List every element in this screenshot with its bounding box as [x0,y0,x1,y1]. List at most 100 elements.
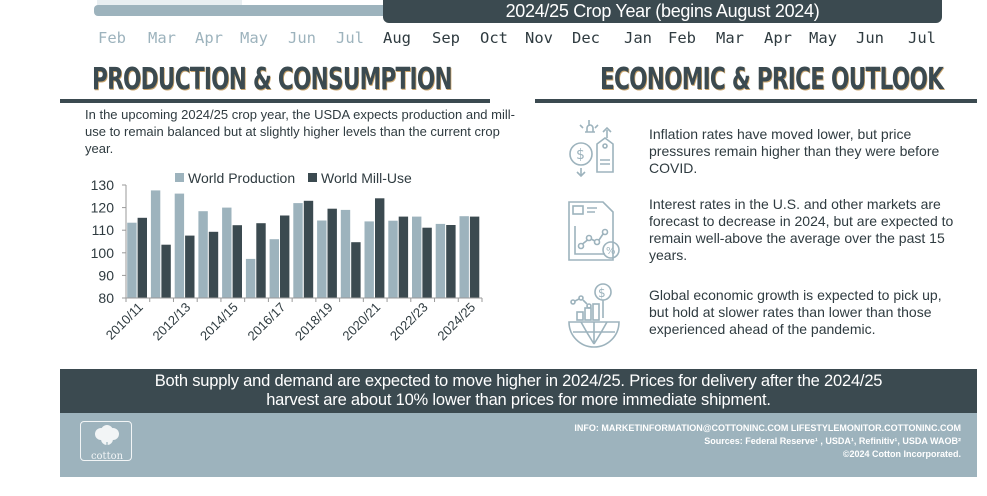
bar-world-production [198,211,208,298]
bar-world-mill-use [280,215,290,298]
logo-text: cotton [91,451,124,462]
y-tick-label: 90 [98,267,114,283]
timeline-month-current: Mar [716,29,744,47]
chart-bars [127,190,480,298]
bar-world-mill-use [161,244,171,298]
legend-swatch-milluse [308,173,317,182]
bar-world-mill-use [327,208,337,298]
summary-line-1: Both supply and demand are expected to m… [154,372,883,390]
legend-label-milluse: World Mill-Use [321,170,412,186]
current-crop-year-bar: 2024/25 Crop Year (begins August 2024) [383,0,942,23]
timeline-month-prev: Jul [336,29,364,47]
y-tick-label: 120 [91,200,115,216]
timeline-month-current: Feb [668,29,696,47]
outlook-text-inflation: Inflation rates have moved lower, but pr… [649,126,940,176]
legend-swatch-production [175,173,184,182]
timeline-month-current: Jun [856,29,884,47]
bar-world-production [293,203,303,298]
timeline-month-current: May [809,29,837,47]
bar-world-production [435,223,446,298]
bar-world-production [317,220,327,298]
production-heading: PRODUCTION & CONSUMPTION [92,62,453,97]
previous-crop-year-label-bg [97,0,242,5]
previous-crop-year-bar [94,5,394,16]
bar-world-mill-use [351,242,361,298]
x-tick-label: 2018/19 [292,300,336,344]
bar-world-mill-use [137,217,147,298]
timeline-month-prev: May [240,29,268,47]
timeline-month-current: Dec [572,29,600,47]
x-axis-ticks: 2010/11 2012/13 2014/15 2016/17 2018/19 2020/… [103,300,478,344]
bar-world-mill-use [185,235,195,298]
production-consumption-chart: World Production World Mill-Use 80 90 100 1… [91,170,483,344]
cotton-logo[interactable]: cotton [80,421,132,462]
bar-world-mill-use [398,216,409,298]
footer-sources: Sources: Federal Reserve¹ , USDA¹, Refin… [704,436,961,446]
timeline-month-prev: Jun [288,29,316,47]
y-tick-label: 110 [92,222,115,238]
chart-axes [122,184,483,302]
svg-text:$: $ [598,286,606,300]
production-heading-rule [60,99,490,103]
bar-world-production [364,221,374,298]
timeline-month-prev: Mar [148,29,176,47]
interest-rate-chart-icon: % [568,201,620,261]
bar-world-production [340,209,351,298]
price-tag-dollar-icon: $ [569,120,614,178]
timeline-month-current: Apr [764,29,792,47]
timeline-month-current: Sep [432,29,460,47]
summary-banner: Both supply and demand are expected to m… [60,369,977,413]
cotton-boll-icon: cotton [91,425,124,462]
x-tick-label: 2020/21 [339,300,383,344]
x-tick-label: 2016/17 [244,300,288,344]
timeline-month-prev: Apr [195,29,223,47]
bar-world-production [245,258,256,298]
bar-world-production [174,193,185,298]
svg-text:%: % [606,246,616,257]
x-tick-label: 2024/25 [434,300,478,344]
outlook-heading: ECONOMIC & PRICE OUTLOOK [600,62,944,97]
x-tick-label: 2014/15 [197,300,241,344]
bar-world-mill-use [232,225,242,298]
bar-world-production [269,239,279,298]
bar-world-mill-use [303,200,314,298]
footer-info[interactable]: INFO: MARKETINFORMATION@COTTONINC.COM LI… [574,423,961,433]
outlook-text-growth: Global economic growth is expected to pi… [649,287,942,337]
summary-line-2: harvest are about 10% lower than prices … [266,391,771,409]
footer: cotton INFO: MARKETINFORMATION@COTTONINC… [60,413,977,477]
bar-world-production [388,220,398,298]
x-tick-label: 2012/13 [150,300,194,344]
bar-world-mill-use [375,198,385,298]
bar-world-production [150,190,161,298]
bar-world-production [412,216,422,298]
footer-info-block: INFO: MARKETINFORMATION@COTTONINC.COM LI… [574,422,961,461]
bar-world-production [127,222,137,298]
y-axis-ticks: 80 90 100 110 120 130 [91,177,115,306]
svg-text:$: $ [576,147,585,163]
bar-world-mill-use [446,225,456,298]
bar-world-mill-use [422,227,432,298]
timeline-month-prev: Feb [98,29,126,47]
bar-world-mill-use [469,216,480,298]
timeline-month-current: Jan [624,29,652,47]
y-tick-label: 80 [98,290,114,306]
timeline-month-current: Jul [908,29,936,47]
bar-world-production [222,207,232,298]
x-tick-label: 2022/23 [387,300,431,344]
timeline-month-current: Oct [480,29,508,47]
current-crop-year-label: 2024/25 Crop Year (begins August 2024) [505,1,820,21]
legend-label-production: World Production [188,170,295,186]
production-intro: In the upcoming 2024/25 crop year, the U… [85,107,515,156]
bar-world-production [459,216,469,298]
global-growth-icon: $ [568,283,620,348]
outlook-heading-rule [535,99,977,103]
footer-copyright: ©2024 Cotton Incorporated. [842,449,961,459]
timeline-month-current: Nov [525,29,553,47]
chart-legend: World Production World Mill-Use [175,170,412,186]
bar-world-mill-use [256,223,266,298]
bar-world-mill-use [208,231,219,298]
outlook-text-interest: Interest rates in the U.S. and other mar… [649,196,954,263]
y-tick-label: 100 [91,245,115,261]
timeline-month-current: Aug [383,29,411,47]
y-tick-label: 130 [91,177,115,193]
